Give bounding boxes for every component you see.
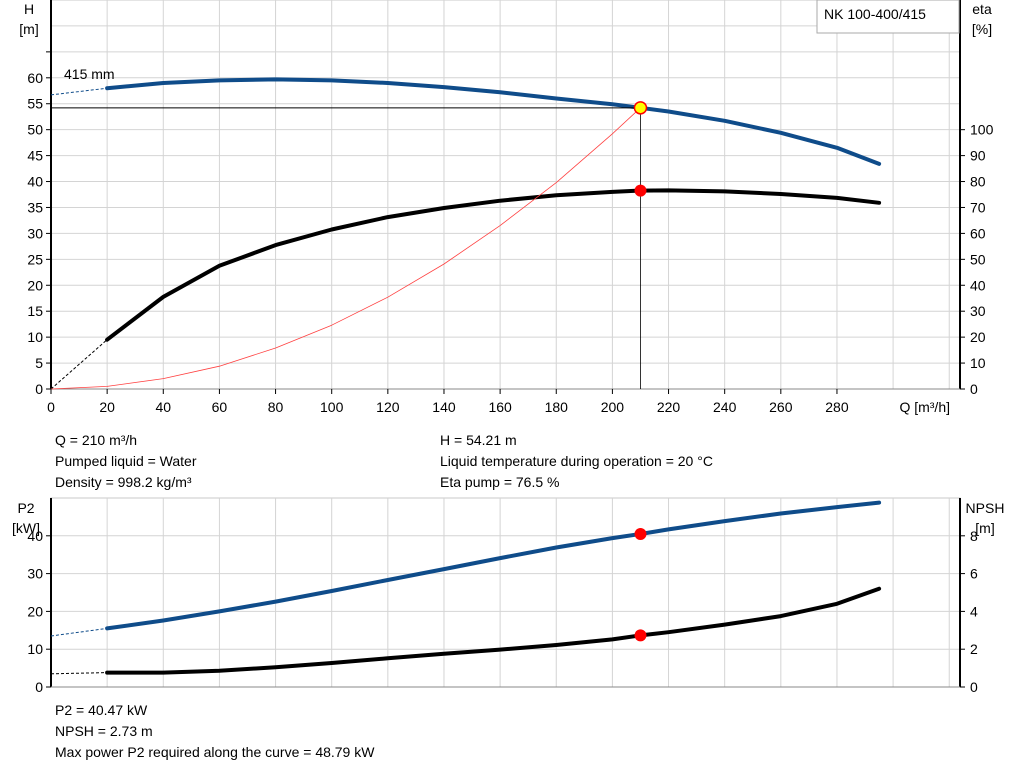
left-tick-label: 25	[27, 251, 43, 267]
right-axis-label: NPSH	[966, 500, 1005, 516]
curve-label: 415 mm	[64, 66, 115, 82]
left-tick-label: 0	[35, 381, 43, 397]
right-tick-label: 100	[970, 122, 994, 138]
x-tick-label: 20	[99, 399, 115, 415]
info-head: H = 54.21 m	[440, 432, 517, 448]
series-line-2	[50, 107, 641, 390]
right-axis-unit: [m]	[975, 520, 994, 536]
left-tick-label: 20	[27, 603, 43, 619]
x-axis-label: Q [m³/h]	[899, 399, 950, 415]
x-tick-label: 260	[769, 399, 793, 415]
right-tick-label: 30	[970, 303, 986, 319]
right-tick-label: 0	[970, 381, 978, 397]
info-top-right: H = 54.21 m Liquid temperature during op…	[440, 430, 713, 493]
x-tick-label: 220	[657, 399, 681, 415]
series-line-1	[105, 188, 882, 342]
left-tick-label: 10	[27, 641, 43, 657]
x-tick-label: 80	[268, 399, 284, 415]
x-tick-label: 240	[713, 399, 737, 415]
left-tick-label: 5	[35, 355, 43, 371]
left-tick-label: 50	[27, 122, 43, 138]
left-tick-label: 20	[27, 277, 43, 293]
chart-title: NK 100-400/415	[824, 6, 926, 22]
npsh-duty-point	[634, 629, 647, 642]
x-tick-label: 0	[47, 399, 55, 415]
title-box	[816, 0, 960, 34]
info-density: Density = 998.2 kg/m³	[55, 474, 192, 490]
info-liquid: Pumped liquid = Water	[55, 453, 197, 469]
left-tick-label: 15	[27, 303, 43, 319]
left-axis-label: P2	[17, 500, 34, 516]
x-tick-label: 120	[376, 399, 400, 415]
x-tick-label: 40	[155, 399, 171, 415]
info-p2: P2 = 40.47 kW	[55, 702, 148, 718]
x-tick-label: 100	[320, 399, 344, 415]
right-tick-label: 70	[970, 199, 986, 215]
x-tick-label: 140	[432, 399, 456, 415]
eta-duty-point	[634, 184, 647, 197]
left-tick-label: 30	[27, 566, 43, 582]
series-extrapolation-1	[50, 672, 108, 675]
info-temperature: Liquid temperature during operation = 20…	[440, 453, 713, 469]
right-tick-label: 20	[970, 329, 986, 345]
left-tick-label: 0	[35, 679, 43, 695]
right-tick-label: 60	[970, 225, 986, 241]
left-tick-label: 45	[27, 148, 43, 164]
right-axis-unit: [%]	[972, 21, 992, 37]
series-extrapolation-0	[50, 627, 108, 637]
right-tick-label: 80	[970, 174, 986, 190]
info-bottom: P2 = 40.47 kW NPSH = 2.73 m Max power P2…	[55, 700, 374, 763]
left-axis-label: H	[24, 1, 34, 17]
right-tick-label: 0	[970, 679, 978, 695]
x-tick-label: 200	[601, 399, 625, 415]
right-tick-label: 6	[970, 566, 978, 582]
x-tick-label: 280	[825, 399, 849, 415]
left-tick-label: 10	[27, 329, 43, 345]
series-extrapolation-1	[50, 339, 108, 390]
info-npsh: NPSH = 2.73 m	[55, 723, 153, 739]
series-line-1	[105, 586, 882, 675]
x-tick-label: 180	[545, 399, 569, 415]
left-tick-label: 40	[27, 174, 43, 190]
right-tick-label: 40	[970, 277, 986, 293]
x-tick-label: 160	[488, 399, 512, 415]
info-max-power: Max power P2 required along the curve = …	[55, 744, 375, 760]
left-axis-unit: [kW]	[12, 520, 40, 536]
right-tick-label: 10	[970, 355, 986, 371]
head-duty-point	[633, 101, 648, 115]
left-tick-label: 55	[27, 96, 43, 112]
plot-frame	[50, 497, 961, 688]
left-tick-label: 40	[27, 528, 43, 544]
plot-frame	[50, 0, 961, 390]
x-tick-label: 60	[212, 399, 228, 415]
left-tick-label: 30	[27, 225, 43, 241]
series-line-0	[105, 77, 882, 166]
left-tick-label: 35	[27, 199, 43, 215]
right-tick-label: 90	[970, 148, 986, 164]
series-extrapolation-0	[50, 87, 108, 96]
info-eta: Eta pump = 76.5 %	[440, 474, 560, 490]
info-flow: Q = 210 m³/h	[55, 432, 138, 448]
right-axis-label: eta	[972, 1, 992, 17]
left-axis-unit: [m]	[19, 21, 38, 37]
right-tick-label: 50	[970, 251, 986, 267]
p2-duty-point	[634, 528, 647, 541]
series-line-0	[105, 500, 882, 631]
right-tick-label: 8	[970, 528, 978, 544]
info-top-left: Q = 210 m³/h Pumped liquid = Water Densi…	[55, 430, 197, 493]
right-tick-label: 4	[970, 603, 978, 619]
right-tick-label: 2	[970, 641, 978, 657]
left-tick-label: 60	[27, 70, 43, 86]
